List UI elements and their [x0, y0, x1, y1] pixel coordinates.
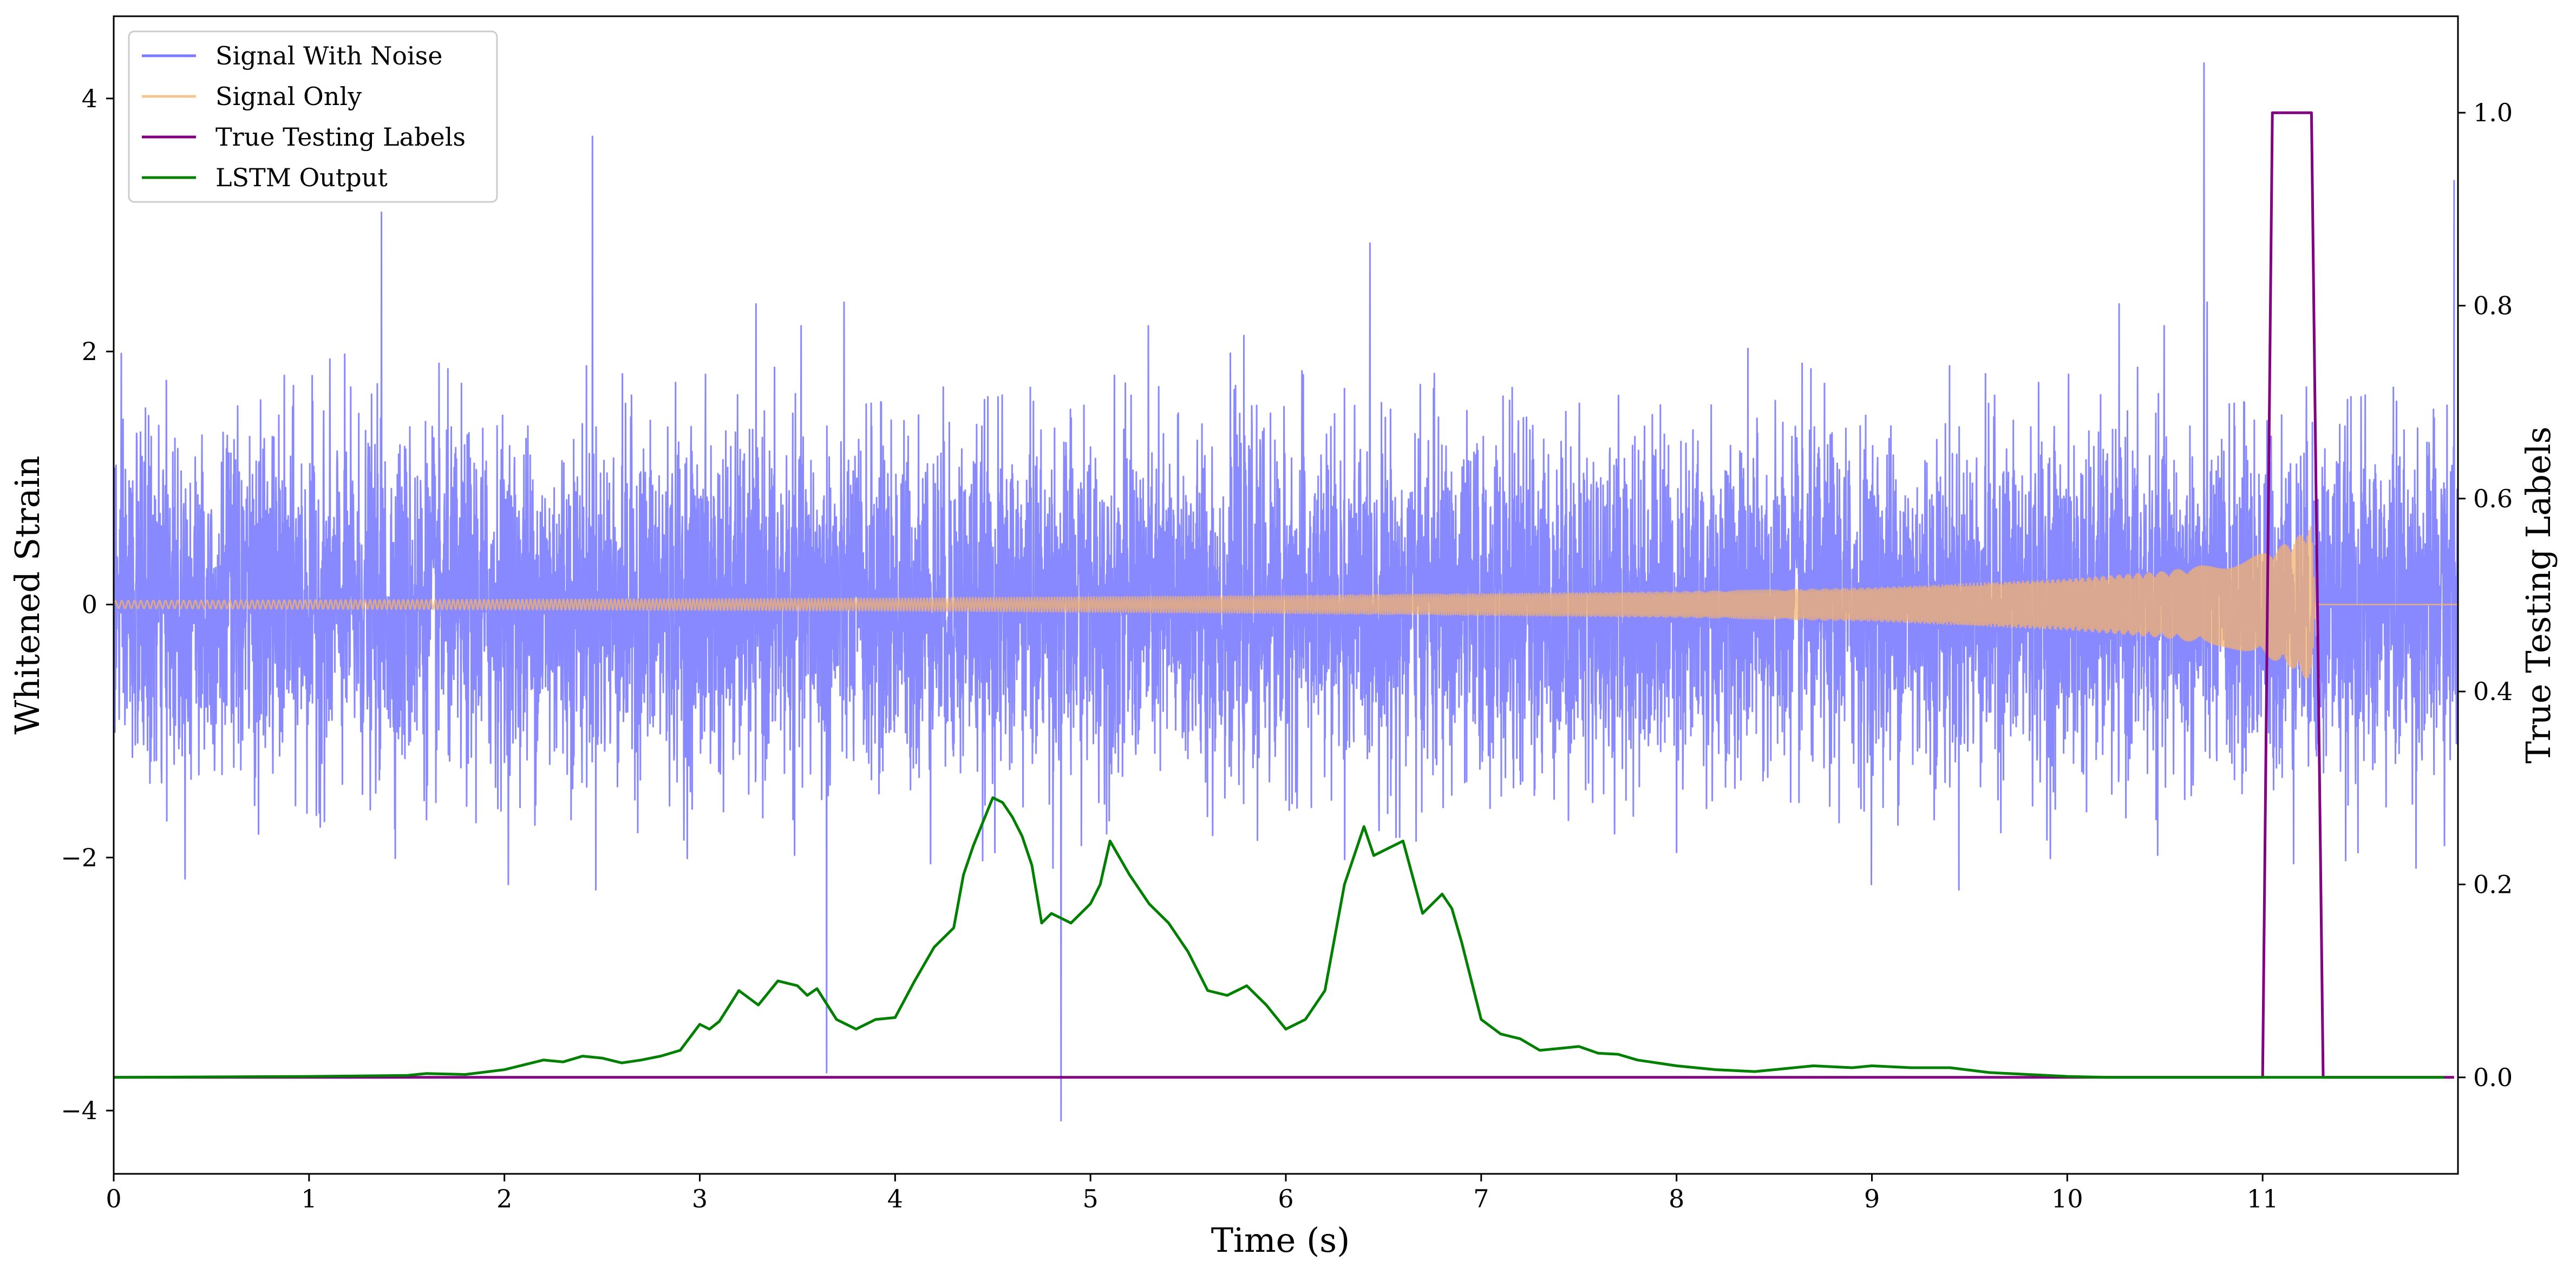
- x-tick-label: 2: [496, 1184, 512, 1213]
- y-axis-left-label: Whitened Strain: [8, 456, 47, 735]
- y-right-tick-label: 0.0: [2473, 1063, 2513, 1092]
- x-tick-label: 5: [1083, 1184, 1099, 1213]
- legend-label: LSTM Output: [215, 163, 388, 192]
- legend-label: True Testing Labels: [215, 122, 466, 152]
- lstm-output-series: [114, 796, 2444, 1079]
- legend-item-signal-only: Signal Only: [142, 82, 362, 111]
- lstm-output-line: [114, 796, 2444, 1079]
- x-axis-label: Time (s): [1211, 1220, 1350, 1260]
- x-tick-label: 11: [2247, 1184, 2279, 1213]
- y-left-tick-label: 4: [82, 84, 97, 113]
- legend-label: Signal Only: [215, 82, 362, 111]
- y-left-tick-label: 0: [82, 590, 97, 619]
- x-tick-label: 3: [692, 1184, 708, 1213]
- y-right-tick-label: 1.0: [2473, 98, 2513, 127]
- y-right-tick-label: 0.4: [2473, 677, 2513, 706]
- y-right-tick-label: 0.8: [2473, 291, 2513, 321]
- x-tick-label: 4: [887, 1184, 903, 1213]
- y-right-tick-label: 0.2: [2473, 870, 2513, 899]
- y-axis-right: 0.0 0.2 0.4 0.6 0.8 1.0: [2458, 98, 2513, 1092]
- legend-item-lstm-output: LSTM Output: [142, 163, 388, 192]
- x-tick-label: 10: [2051, 1184, 2083, 1213]
- x-tick-label: 7: [1473, 1184, 1489, 1213]
- x-tick-label: 0: [106, 1184, 121, 1213]
- legend-label: Signal With Noise: [215, 41, 442, 70]
- x-tick-label: 8: [1669, 1184, 1684, 1213]
- y-axis-right-label: True Testing Labels: [2519, 427, 2558, 764]
- y-right-tick-label: 0.6: [2473, 484, 2513, 513]
- signal-only-series: [114, 526, 2458, 680]
- y-left-tick-label: 2: [82, 337, 97, 366]
- y-left-tick-label: −4: [61, 1096, 97, 1125]
- x-tick-label: 6: [1278, 1184, 1293, 1213]
- legend-item-true-testing-labels: True Testing Labels: [142, 122, 466, 152]
- legend-box: [128, 30, 498, 203]
- legend: Signal With Noise Signal Only True Testi…: [128, 30, 498, 203]
- signal-only-line: [114, 526, 2458, 680]
- legend-item-signal-with-noise: Signal With Noise: [142, 41, 442, 70]
- y-left-tick-label: −2: [61, 843, 97, 872]
- plot-area: [114, 62, 2458, 1122]
- y-axis-left: −4 −2 0 2 4: [61, 84, 114, 1125]
- x-axis: 0 1 2 3 4 5 6 7 8 9 10 11: [106, 1174, 2278, 1213]
- x-tick-label: 1: [301, 1184, 317, 1213]
- x-tick-label: 9: [1864, 1184, 1880, 1213]
